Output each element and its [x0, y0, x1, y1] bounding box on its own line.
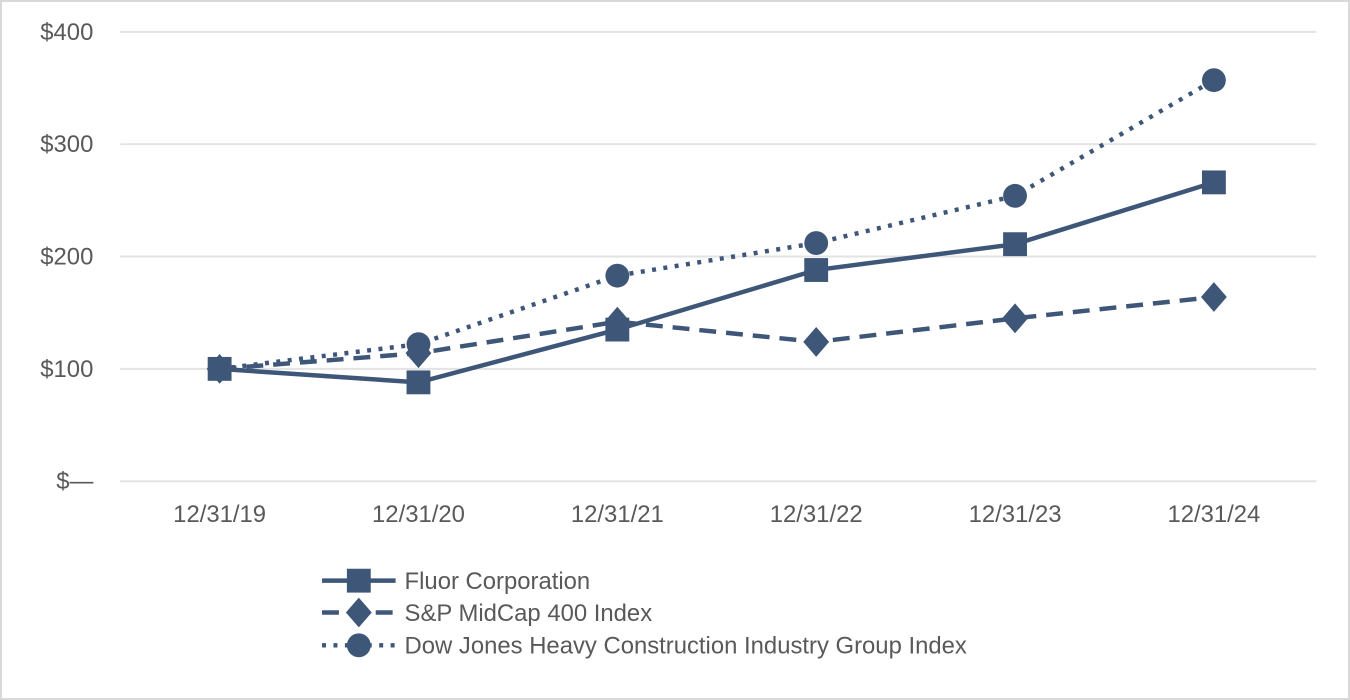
x-tick-label-12-31-22: 12/31/22 [770, 501, 863, 528]
x-tick-label-12-31-23: 12/31/23 [969, 501, 1062, 528]
x-tick-label-12-31-24: 12/31/24 [1167, 501, 1260, 528]
y-tick-label-400: $400 [40, 19, 93, 46]
gridlines [120, 30, 1317, 483]
y-tick-label-0: $— [56, 468, 93, 495]
point-fluor-corporation-12-31-23 [1003, 232, 1027, 257]
point-fluor-corporation-12-31-24 [1201, 170, 1226, 195]
series-line-fluor-corporation [219, 180, 1215, 385]
point-dow-jones-heavy-construction-industry-group-index-12-31-20 [406, 332, 431, 357]
point-fluor-corporation-12-31-19 [207, 356, 232, 381]
point-dow-jones-heavy-construction-industry-group-index-12-31-21 [605, 263, 630, 288]
point-s-p-midcap-400-index-12-31-22 [803, 327, 830, 357]
legend-marker-fluor-corporation [346, 568, 371, 593]
point-s-p-midcap-400-index-12-31-24 [1200, 282, 1227, 312]
series-line-dow-jones-heavy-construction-industry-group-index [219, 78, 1216, 372]
y-tick-label-200: $200 [40, 243, 93, 270]
point-fluor-corporation-12-31-22 [804, 258, 829, 282]
point-fluor-corporation-12-31-20 [406, 370, 431, 395]
y-tick-label-300: $300 [40, 131, 93, 158]
legend-label-fluor-corporation: Fluor Corporation [405, 568, 591, 595]
point-s-p-midcap-400-index-12-31-23 [1002, 303, 1028, 334]
y-axis-labels: $400 $300 $200 $100 $— [40, 19, 93, 495]
x-tick-label-12-31-19: 12/31/19 [173, 501, 266, 528]
series-line-s-p-midcap-400-index [219, 294, 1215, 372]
x-axis-labels: 12/31/19 12/31/20 12/31/21 12/31/22 12/31/23… [173, 501, 1260, 528]
point-dow-jones-heavy-construction-industry-group-index-12-31-22 [804, 231, 829, 255]
legend-item-fluor-corporation: Fluor Corporation [322, 568, 590, 595]
x-tick-label-12-31-21: 12/31/21 [571, 501, 664, 528]
legend-label-s-p-midcap-400-index: S&P MidCap 400 Index [405, 600, 653, 627]
point-dow-jones-heavy-construction-industry-group-index-12-31-23 [1003, 183, 1027, 208]
legend-item-dow-jones-heavy-construction-industry-group-index: Dow Jones Heavy Construction Industry Gr… [322, 633, 967, 660]
legend-label-dow-jones-heavy-construction-industry-group-index: Dow Jones Heavy Construction Industry Gr… [405, 633, 967, 660]
legend-marker-dow-jones-heavy-construction-industry-group-index [346, 633, 371, 658]
legend: Fluor Corporation S&P MidCap 400 Index Dow… [322, 568, 967, 660]
x-tick-label-12-31-20: 12/31/20 [372, 501, 465, 528]
legend-item-s-p-midcap-400-index: S&P MidCap 400 Index [322, 597, 653, 628]
y-tick-label-100: $100 [40, 356, 93, 383]
point-fluor-corporation-12-31-21 [605, 317, 630, 342]
series-fluor-corporation [207, 170, 1226, 395]
legend-marker-s-p-midcap-400-index [345, 597, 372, 628]
point-dow-jones-heavy-construction-industry-group-index-12-31-24 [1201, 68, 1226, 93]
